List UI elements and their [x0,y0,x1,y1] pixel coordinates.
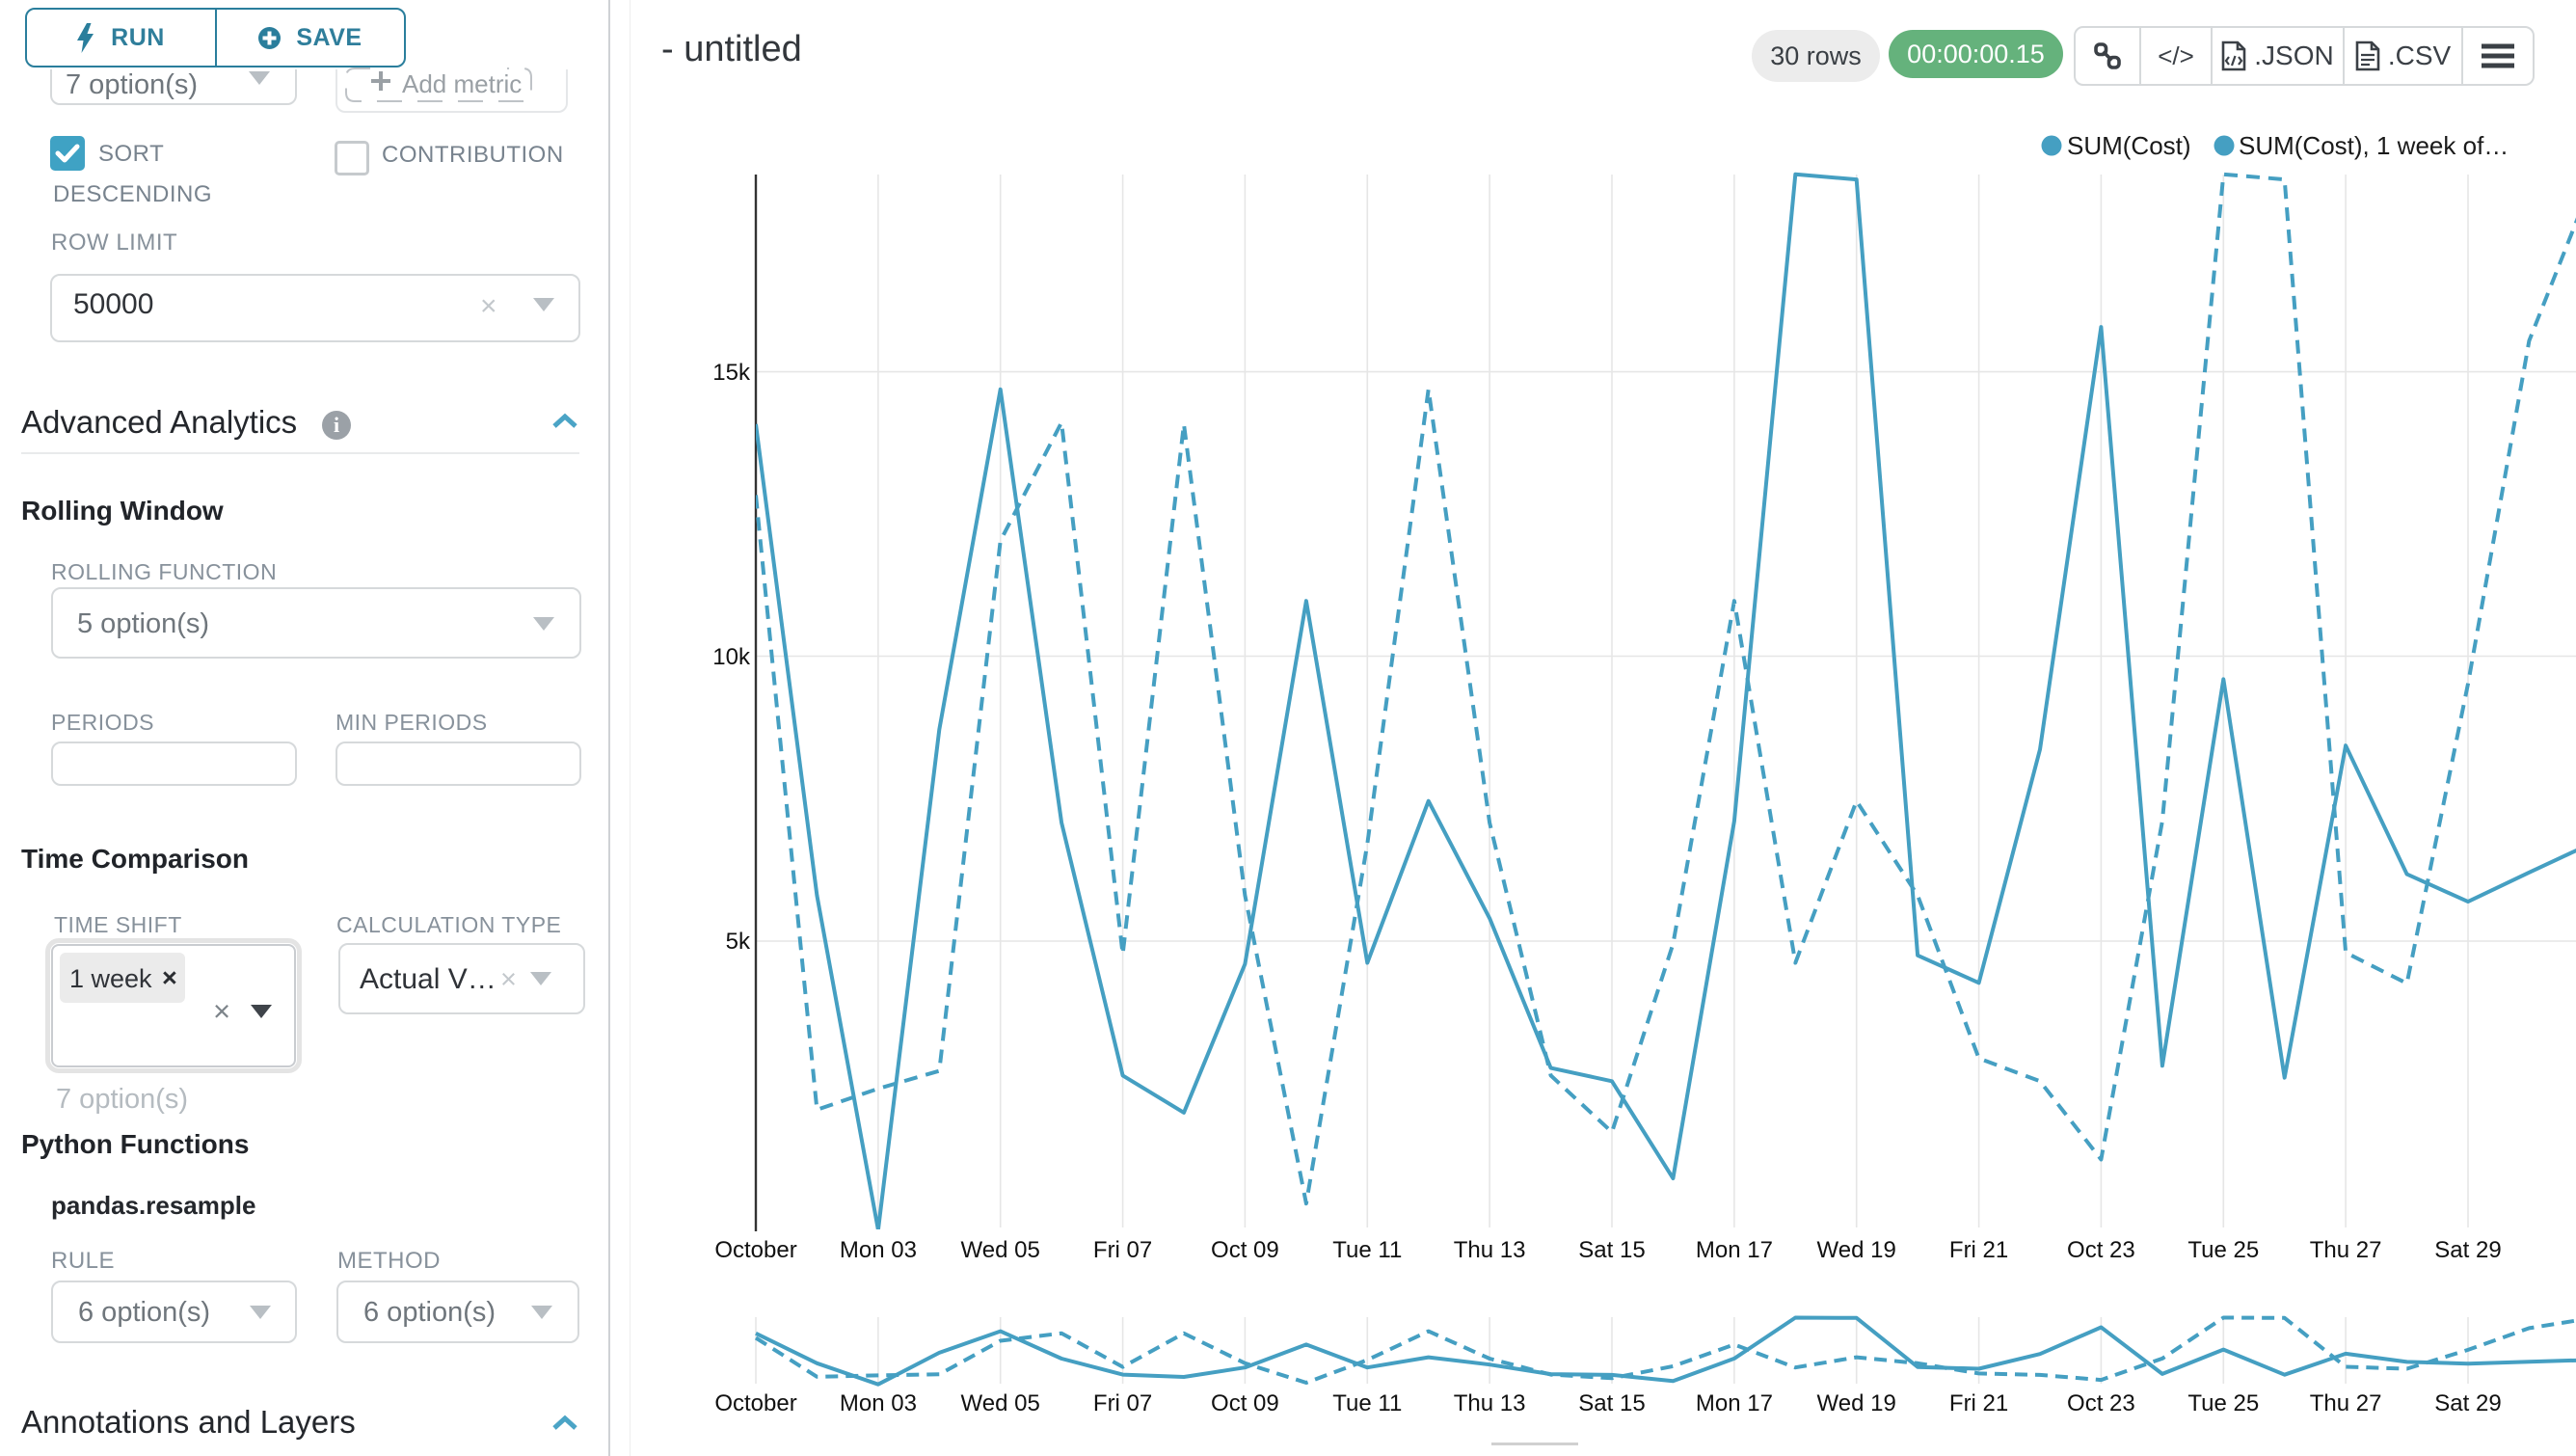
svg-text:Oct 09: Oct 09 [1211,1237,1279,1263]
svg-text:Wed 19: Wed 19 [1817,1237,1896,1263]
svg-text:Oct 23: Oct 23 [2067,1390,2135,1416]
svg-text:October: October [714,1390,796,1416]
svg-text:Sat 29: Sat 29 [2434,1390,2501,1416]
svg-text:Wed 05: Wed 05 [961,1390,1040,1416]
svg-text:Mon 03: Mon 03 [840,1390,917,1416]
svg-text:Oct 09: Oct 09 [1211,1390,1279,1416]
svg-text:Tue 25: Tue 25 [2187,1237,2259,1263]
svg-text:5k: 5k [726,929,751,955]
svg-text:Mon 17: Mon 17 [1696,1390,1773,1416]
svg-text:Fri 07: Fri 07 [1093,1237,1152,1263]
svg-text:Thu 27: Thu 27 [2310,1237,2382,1263]
svg-text:Thu 27: Thu 27 [2310,1390,2382,1416]
svg-text:Sat 15: Sat 15 [1578,1237,1645,1263]
svg-text:Wed 19: Wed 19 [1817,1390,1896,1416]
svg-text:Fri 21: Fri 21 [1949,1237,2008,1263]
svg-text:15k: 15k [712,360,751,386]
svg-text:Tue 11: Tue 11 [1332,1390,1402,1416]
svg-text:Sat 29: Sat 29 [2434,1237,2501,1263]
svg-text:Mon 03: Mon 03 [840,1237,917,1263]
svg-text:Mon 17: Mon 17 [1696,1237,1773,1263]
svg-text:10k: 10k [712,644,751,670]
svg-text:October: October [714,1237,796,1263]
svg-text:Tue 25: Tue 25 [2187,1390,2259,1416]
svg-text:SUM(Cost), 1 week of…: SUM(Cost), 1 week of… [2239,131,2509,160]
svg-text:Oct 23: Oct 23 [2067,1237,2135,1263]
svg-text:Fri 21: Fri 21 [1949,1390,2008,1416]
svg-text:Thu 13: Thu 13 [1454,1390,1526,1416]
svg-text:Sat 15: Sat 15 [1578,1390,1645,1416]
svg-text:Fri 07: Fri 07 [1093,1390,1152,1416]
svg-text:Thu 13: Thu 13 [1454,1237,1526,1263]
svg-text:Wed 05: Wed 05 [961,1237,1040,1263]
svg-text:SUM(Cost): SUM(Cost) [2067,131,2191,160]
svg-text:Tue 11: Tue 11 [1332,1237,1402,1263]
